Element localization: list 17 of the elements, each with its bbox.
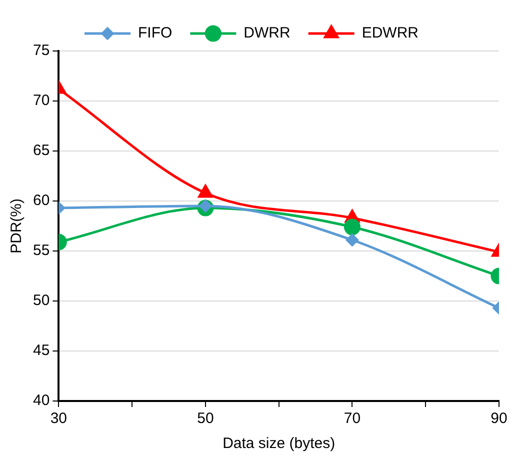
x-tick-label: 50 [197,410,214,428]
x-tick-label: 70 [344,410,361,428]
y-tick-label: 55 [32,242,50,260]
x-tick-label: 90 [490,410,508,428]
x-tick-label: 30 [50,410,68,428]
y-tick-label: 60 [32,192,50,210]
y-tick-label: 75 [32,42,50,60]
x-axis-title: Data size (bytes) [222,435,336,452]
y-tick-label: 45 [32,342,50,360]
legend-label: FIFO [138,24,172,42]
y-axis-title: PDR(%) [8,198,26,254]
y-tick-label: 50 [32,292,50,310]
legend-label: DWRR [244,24,290,42]
y-tick-label: 40 [32,392,50,410]
y-tick-label: 65 [32,142,50,160]
y-tick-label: 70 [32,92,50,110]
legend-label: EDWRR [362,24,419,42]
